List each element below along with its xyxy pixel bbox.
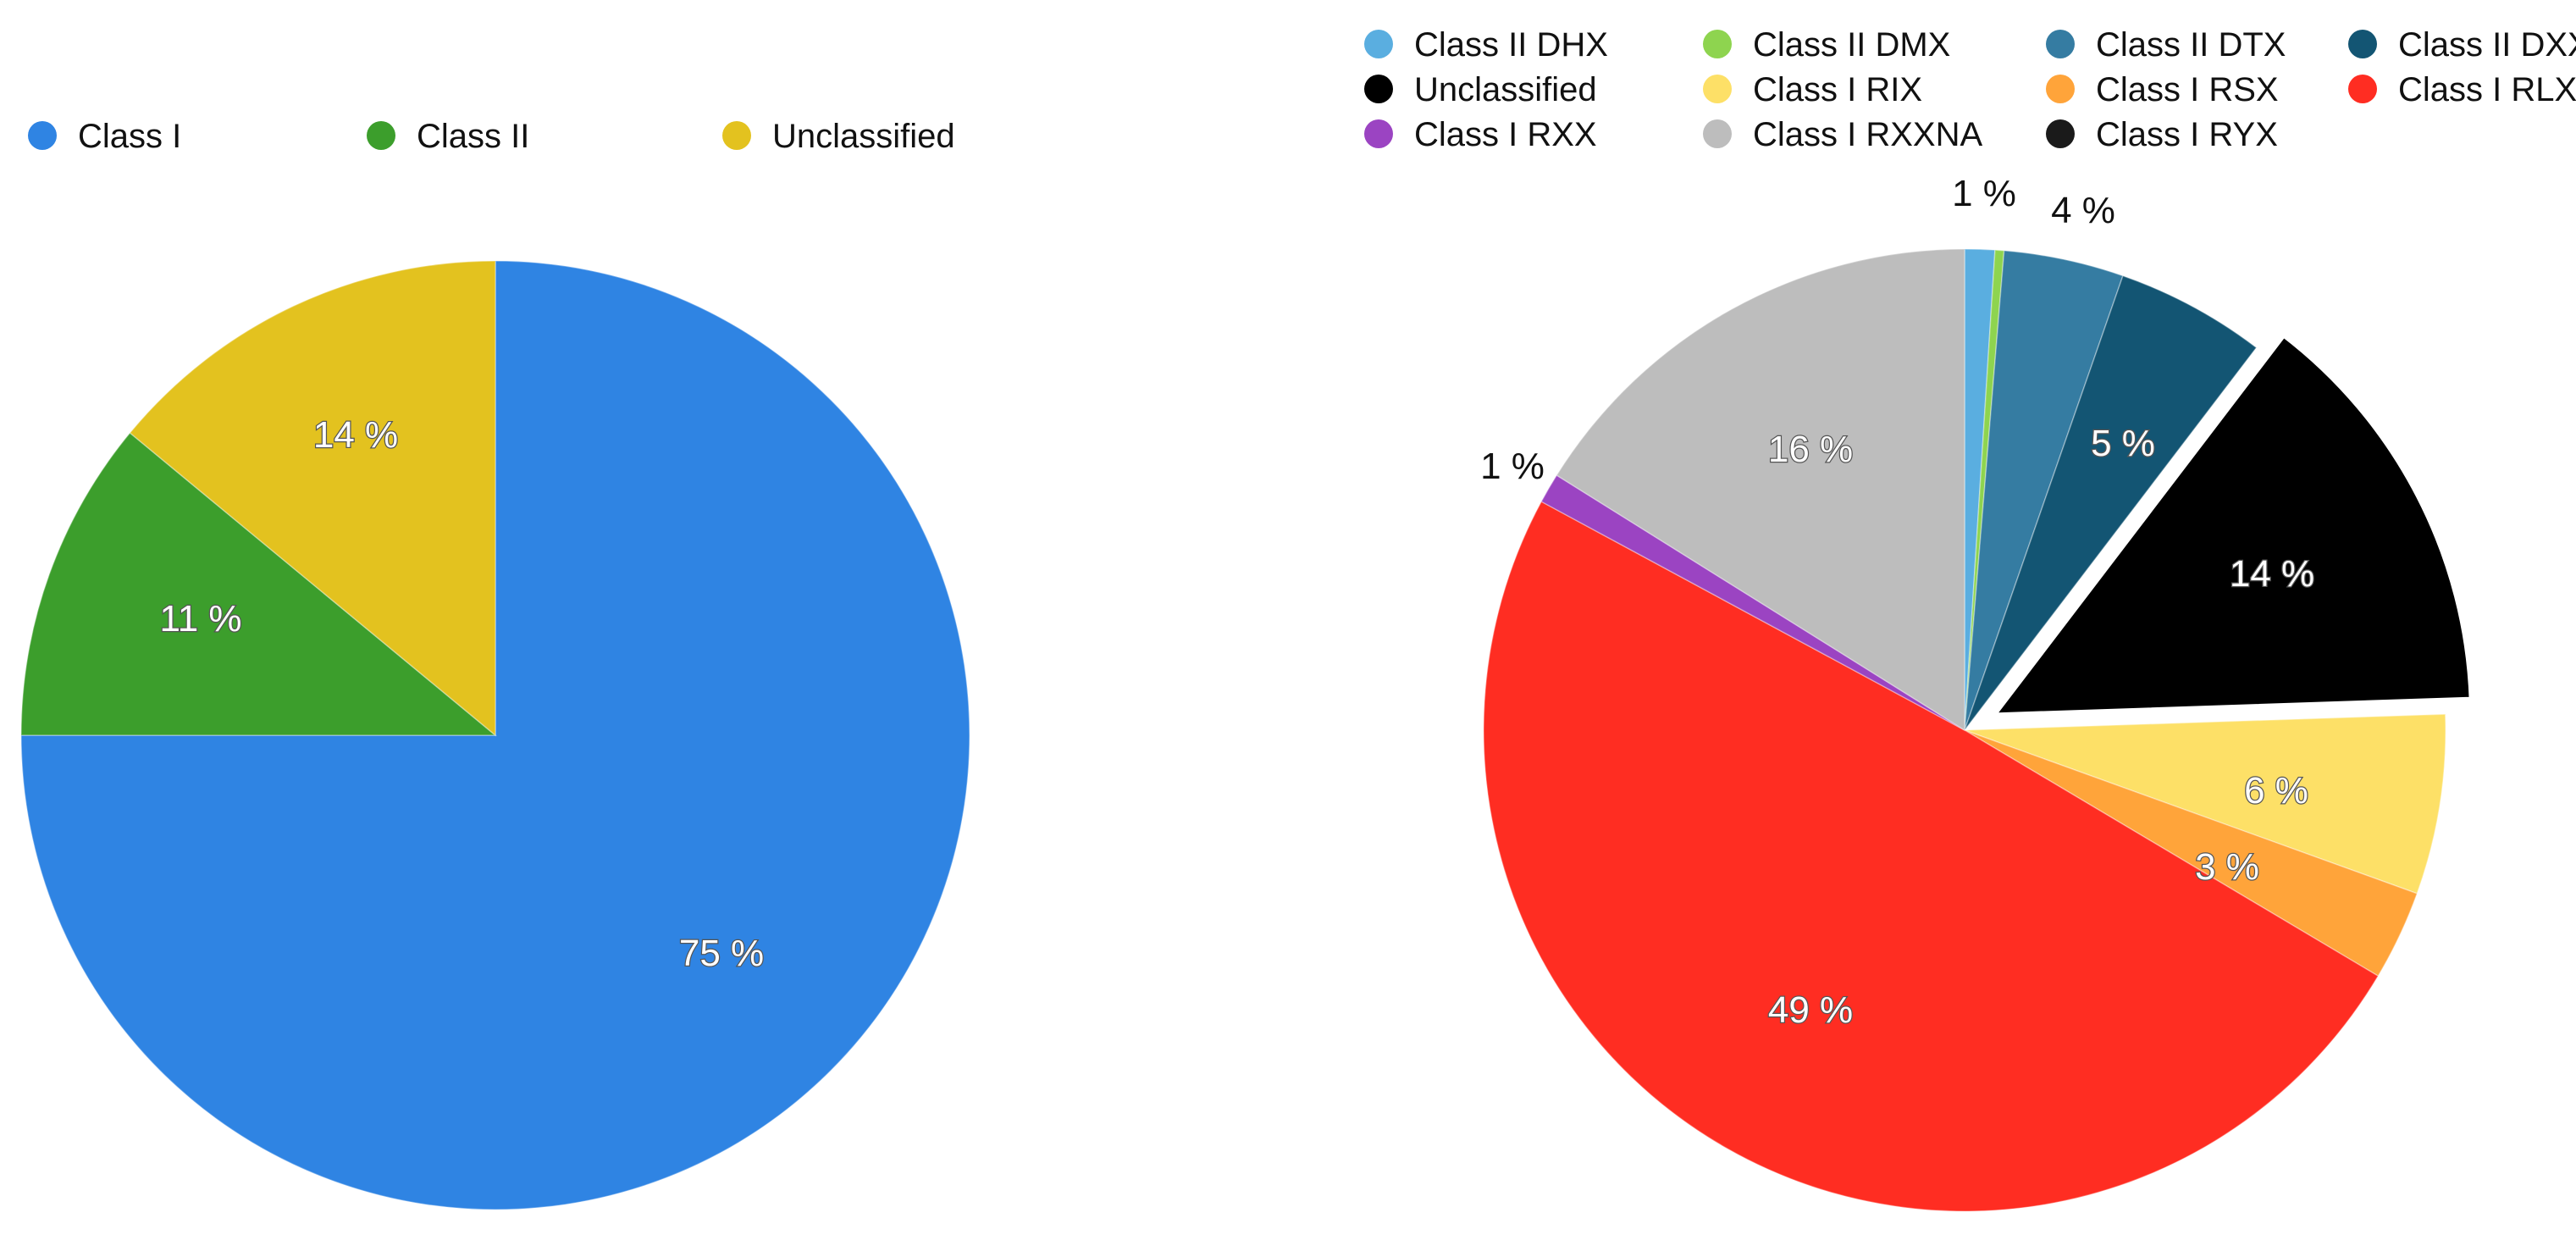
slice-label-class-i-rsx: 3 % [2195, 846, 2259, 888]
legend-label: Class I RIX [1753, 71, 1922, 108]
legend-item-unclassified: Unclassified [1364, 71, 1597, 108]
legend-swatch [722, 121, 751, 150]
pie-slice-class-ii-dxx [1964, 274, 2258, 731]
slice-label-class-ii: 11 % [159, 598, 241, 640]
pie-slice-class-i-rsx [1964, 729, 2418, 977]
slice-label-class-ii-dxx: 5 % [2091, 423, 2155, 464]
legend-label: Class I RLX [2398, 71, 2576, 108]
legend-item-unclassified: Unclassified [722, 118, 955, 155]
pie-slice-class-i-rxxna [1556, 248, 1965, 732]
legend-swatch [2046, 30, 2075, 58]
pie-slices [20, 260, 970, 1210]
legend-swatch [1703, 119, 1732, 148]
legend-swatch [1364, 75, 1393, 103]
legend-item-class-ii-dtx: Class II DTX [2046, 26, 2286, 64]
legend-item-class-i-rsx: Class I RSX [2046, 71, 2279, 108]
slice-label-unclassified: 14 % [313, 414, 398, 456]
legend-label: Class II DHX [1414, 26, 1608, 64]
legend-item-class-i-ryx: Class I RYX [2046, 116, 2278, 153]
legend-label: Class II DXX [2398, 26, 2576, 64]
slice-label-class-ii-dhx: 1 % [1952, 173, 2016, 214]
pie-slices [1483, 248, 2476, 1212]
legend-item-class-i-rxx: Class I RXX [1364, 116, 1597, 153]
legend-swatch [1703, 75, 1732, 103]
legend-item-class-i-rlx: Class I RLX [2348, 71, 2576, 108]
legend-swatch [1703, 30, 1732, 58]
legend-label: Class II [417, 118, 529, 155]
slice-label-class-i: 75 % [679, 933, 764, 974]
pie-slice-class-ii [20, 431, 498, 736]
slice-label-class-i-rix: 6 % [2244, 770, 2308, 811]
legend-swatch [2348, 75, 2377, 103]
legend-label: Class I [78, 118, 181, 155]
legend: Class II DHX Class II DMX Class II DTX Clas… [1364, 26, 2576, 153]
legend-label: Class I RSX [2096, 71, 2279, 108]
pie-slice-class-i-rxx [1540, 474, 1965, 731]
legend-label: Class I RXXNA [1753, 116, 1982, 153]
pie-slice-class-i [20, 260, 970, 1210]
slice-labels: 75 % 11 % 14 % [158, 413, 765, 976]
legend-item-class-i: Class I [28, 118, 181, 155]
pie-slice-class-ii-dtx [1964, 250, 2124, 731]
pie-slice-class-i-rlx [1483, 501, 2380, 1212]
legend-label: Class II DTX [2096, 26, 2286, 64]
pie-slice-unclassified [1984, 329, 2476, 720]
slice-label-class-i-rxx: 1 % [1480, 446, 1545, 487]
legend-item-class-ii-dmx: Class II DMX [1703, 26, 1950, 64]
legend: Class I Class II Unclassified [28, 118, 955, 155]
slice-labels: 1 % 4 % 5 % 14 % 6 % 3 % 49 % 1 % 16 % [1480, 173, 2315, 1032]
pie-slice-class-i-rix [1964, 713, 2446, 894]
legend-swatch [2348, 30, 2377, 58]
pie-slice-unclassified [129, 260, 496, 737]
pie-slice-class-ii-dhx [1964, 248, 1996, 731]
legend-swatch [2046, 119, 2075, 148]
slice-label-class-i-rxxna: 16 % [1768, 429, 1853, 470]
legend-swatch [1364, 30, 1393, 58]
legend-label: Class II DMX [1753, 26, 1950, 64]
legend-label: Unclassified [772, 118, 955, 155]
slice-label-unclassified: 14 % [2230, 553, 2314, 595]
legend-label: Class I RYX [2096, 116, 2278, 153]
legend-item-class-ii: Class II [367, 118, 529, 155]
legend-label: Unclassified [1414, 71, 1597, 108]
legend-item-class-ii-dxx: Class II DXX [2348, 26, 2576, 64]
legend-swatch [1364, 119, 1393, 148]
legend-swatch [2046, 75, 2075, 103]
legend-item-class-i-rxxna: Class I RXXNA [1703, 116, 1982, 153]
legend-swatch [28, 121, 57, 150]
slice-label-class-i-rlx: 49 % [1768, 989, 1853, 1031]
pie-chart-class-overview: Class I Class II Unclassified 75 % 11 % 14 % [20, 118, 970, 1210]
pie-chart-subclass-breakdown: Class II DHX Class II DMX Class II DTX Clas… [1364, 26, 2576, 1212]
legend-item-class-i-rix: Class I RIX [1703, 71, 1922, 108]
legend-label: Class I RXX [1414, 116, 1597, 153]
legend-item-class-ii-dhx: Class II DHX [1364, 26, 1608, 64]
slice-label-class-ii-dtx: 4 % [2051, 190, 2115, 231]
pie-slice-class-ii-dmx [1964, 249, 2005, 731]
legend-swatch [367, 121, 395, 150]
